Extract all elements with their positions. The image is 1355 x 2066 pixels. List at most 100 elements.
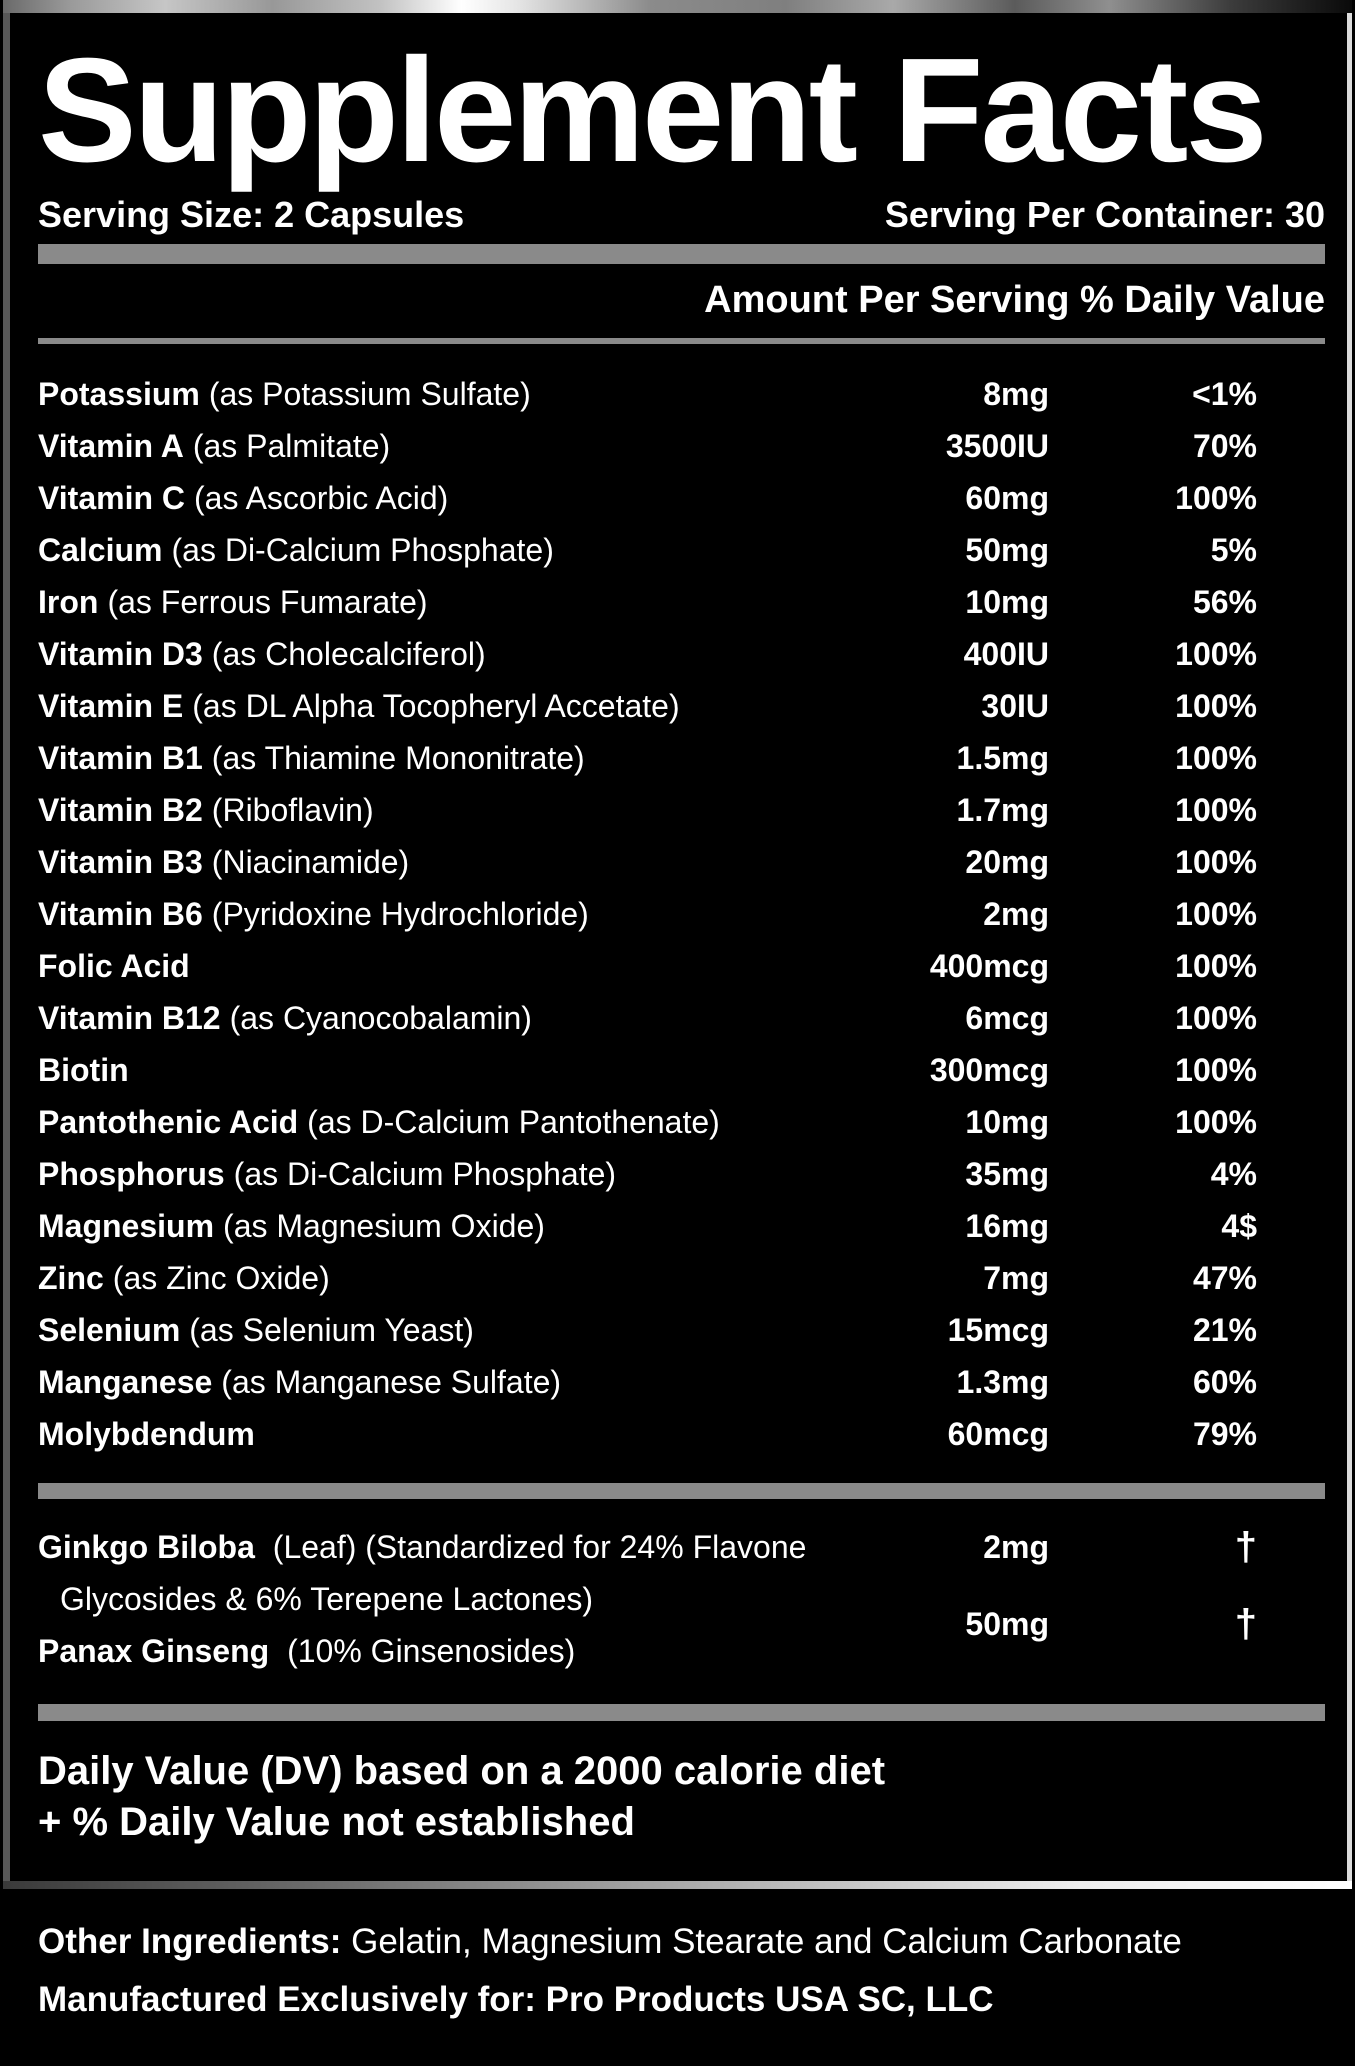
columns-header: Amount Per Serving % Daily Value (704, 279, 1325, 322)
nutrient-name: Potassium (38, 375, 200, 412)
serving-size-text: Serving Size: 2 Capsules (38, 194, 465, 236)
table-row: Iron (as Ferrous Fumarate) 10mg 56% (38, 576, 1325, 628)
nutrient-name: Calcium (38, 531, 163, 568)
manufactured-line: Manufactured Exclusively for: Pro Produc… (38, 1980, 994, 2019)
nutrient-detail: (as Potassium Sulfate) (208, 375, 531, 412)
nutrient-name: Vitamin B2 (38, 791, 203, 828)
botanical-detail: (10% Ginsenosides) (287, 1633, 576, 1670)
botanical-detail-cont: Glycosides & 6% Terepene Lactones) (60, 1581, 594, 1618)
nutrient-name: Vitamin B6 (38, 895, 203, 932)
table-row: Pantothenic Acid (as D-Calcium Pantothena… (38, 1096, 1325, 1148)
nutrient-dv: 100% (1175, 1051, 1257, 1088)
nutrient-amount: 10mg (965, 1103, 1049, 1140)
footnotes: Daily Value (DV) based on a 2000 calorie… (38, 1746, 1325, 1848)
nutrient-dv: 21% (1192, 1311, 1257, 1348)
dagger-symbol: † (1234, 1525, 1257, 1570)
nutrient-amount: 400mcg (929, 947, 1049, 984)
nutrient-amount: 8mg (983, 375, 1049, 412)
nutrient-detail: (as Zinc Oxide) (112, 1259, 330, 1296)
nutrient-amount: 16mg (965, 1207, 1049, 1244)
other-ingredients-line: Other Ingredients: Gelatin, Magnesium St… (38, 1913, 1333, 1971)
nutrient-name: Vitamin B1 (38, 739, 203, 776)
separator-bar (38, 244, 1325, 265)
nutrient-detail: (as Thiamine Mononitrate) (211, 739, 585, 776)
nutrient-name: Vitamin E (38, 687, 184, 724)
nutrient-detail: (as Cyanocobalamin) (229, 999, 532, 1036)
nutrient-dv: 100% (1175, 1103, 1257, 1140)
table-row: Vitamin B2 (Riboflavin) 1.7mg 100% (38, 784, 1325, 836)
nutrient-amount: 1.7mg (956, 791, 1049, 828)
nutrient-amount: 20mg (965, 843, 1049, 880)
nutrient-detail: (Riboflavin) (211, 791, 374, 828)
table-row: Vitamin B1 (as Thiamine Mononitrate) 1.5m… (38, 732, 1325, 784)
nutrient-detail: (as D-Calcium Pantothenate) (307, 1103, 720, 1140)
nutrient-name: Vitamin B3 (38, 843, 203, 880)
nutrient-name: Magnesium (38, 1207, 215, 1244)
table-row: Vitamin B6 (Pyridoxine Hydrochloride) 2mg… (38, 888, 1325, 940)
table-row: Vitamin E (as DL Alpha Tocopheryl Accetat… (38, 680, 1325, 732)
nutrient-detail: (as Ascorbic Acid) (194, 479, 449, 516)
nutrient-detail: (as DL Alpha Tocopheryl Accetate) (192, 687, 680, 724)
table-row: Folic Acid 400mcg 100% (38, 940, 1325, 992)
table-row: Phosphorus (as Di-Calcium Phosphate) 35mg… (38, 1148, 1325, 1200)
footer-section: Other Ingredients: Gelatin, Magnesium St… (0, 1889, 1355, 2029)
nutrient-detail: (as Manganese Sulfate) (221, 1363, 562, 1400)
nutrient-dv: 100% (1175, 947, 1257, 984)
nutrient-amount: 1.5mg (956, 739, 1049, 776)
table-row: Zinc (as Zinc Oxide) 7mg 47% (38, 1252, 1325, 1304)
botanical-name: Panax Ginseng (38, 1633, 270, 1670)
table-row: Vitamin C (as Ascorbic Acid) 60mg 100% (38, 472, 1325, 524)
nutrient-dv: 4% (1210, 1155, 1257, 1192)
nutrient-dv: 47% (1192, 1259, 1257, 1296)
nutrient-name: Molybdendum (38, 1415, 255, 1452)
serving-info-row: Serving Size: 2 Capsules Serving Per Con… (38, 194, 1325, 236)
nutrient-detail: (Pyridoxine Hydrochloride) (211, 895, 589, 932)
nutrient-dv: 100% (1175, 791, 1257, 828)
nutrient-amount: 30IU (981, 687, 1049, 724)
botanical-row: Ginkgo Biloba (Leaf) (Standardized for 2… (38, 1521, 1325, 1625)
nutrient-amount: 60mg (965, 479, 1049, 516)
nutrient-dv: 100% (1175, 895, 1257, 932)
nutrient-dv: 79% (1192, 1415, 1257, 1452)
nutrient-amount: 35mg (965, 1155, 1049, 1192)
metallic-top-border (3, 0, 1352, 13)
botanicals-section: Ginkgo Biloba (Leaf) (Standardized for 2… (38, 1521, 1325, 1677)
nutrient-dv: 100% (1175, 843, 1257, 880)
nutrient-amount: 2mg (983, 895, 1049, 932)
nutrient-name: Vitamin D3 (38, 635, 203, 672)
nutrient-dv: 100% (1175, 999, 1257, 1036)
nutrient-name: Pantothenic Acid (38, 1103, 299, 1140)
nutrient-amount: 10mg (965, 583, 1049, 620)
separator-bar (38, 1483, 1325, 1500)
nutrient-name: Phosphorus (38, 1155, 225, 1192)
nutrient-amount: 3500IU (945, 427, 1049, 464)
table-row: Potassium (as Potassium Sulfate) 8mg <1% (38, 368, 1325, 420)
label-box: Supplement Facts Serving Size: 2 Capsule… (3, 13, 1352, 1881)
nutrient-detail: (as Di-Calcium Phosphate) (233, 1155, 617, 1192)
nutrient-dv: 100% (1175, 687, 1257, 724)
supplement-label: Supplement Facts Serving Size: 2 Capsule… (3, 0, 1352, 1889)
nutrient-detail: (as Ferrous Fumarate) (107, 583, 428, 620)
dagger-footnote: + % Daily Value not established (38, 1800, 635, 1845)
nutrient-name: Vitamin B12 (38, 999, 221, 1036)
table-row: Vitamin D3 (as Cholecalciferol) 400IU 100… (38, 628, 1325, 680)
nutrient-amount: 60mcg (947, 1415, 1049, 1452)
page-title: Supplement Facts (38, 28, 1268, 193)
table-row: Magnesium (as Magnesium Oxide) 16mg 4$ (38, 1200, 1325, 1252)
other-ingredients-value: Gelatin, Magnesium Stearate and Calcium … (351, 1922, 1182, 1961)
nutrient-dv: 100% (1175, 479, 1257, 516)
nutrient-amount: 7mg (983, 1259, 1049, 1296)
botanical-name: Ginkgo Biloba (38, 1529, 255, 1566)
nutrient-dv: 60% (1192, 1363, 1257, 1400)
nutrient-dv: 100% (1175, 739, 1257, 776)
table-row: Selenium (as Selenium Yeast) 15mcg 21% (38, 1304, 1325, 1356)
table-row: Biotin 300mcg 100% (38, 1044, 1325, 1096)
nutrient-dv: <1% (1192, 375, 1257, 412)
separator-line (38, 338, 1325, 345)
table-row: Vitamin B12 (as Cyanocobalamin) 6mcg 100% (38, 992, 1325, 1044)
nutrient-dv: 70% (1192, 427, 1257, 464)
nutrient-dv: 56% (1192, 583, 1257, 620)
botanical-detail: (Leaf) (Standardized for 24% Flavone (272, 1529, 807, 1566)
nutrient-name: Biotin (38, 1051, 129, 1088)
nutrient-name: Iron (38, 583, 99, 620)
